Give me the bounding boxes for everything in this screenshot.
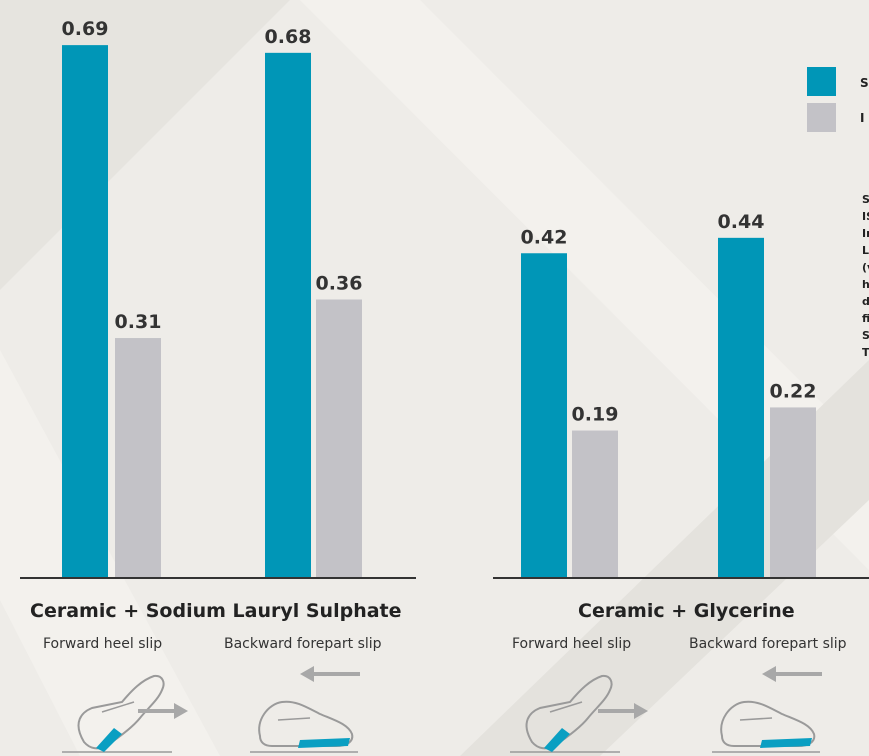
note-line: L bbox=[862, 244, 869, 257]
legend-swatch-s bbox=[807, 67, 836, 96]
forepart-slip-shoe-icon bbox=[712, 700, 820, 753]
category-label-forward-heel-slip: Forward heel slip bbox=[512, 636, 632, 652]
data-label: 0.19 bbox=[572, 404, 619, 426]
right-arrow-icon bbox=[138, 703, 188, 719]
note-line: fi bbox=[862, 312, 869, 325]
data-label: 0.22 bbox=[770, 380, 817, 402]
note-line: S bbox=[862, 329, 869, 342]
bar-i bbox=[316, 299, 362, 577]
legend-label-i: I bbox=[860, 111, 865, 125]
data-label: 0.44 bbox=[718, 211, 765, 233]
data-label: 0.36 bbox=[316, 273, 363, 295]
category-label-backward-forepart-slip: Backward forepart slip bbox=[689, 636, 847, 652]
data-label: 0.31 bbox=[115, 311, 162, 333]
category-label-backward-forepart-slip: Backward forepart slip bbox=[224, 636, 382, 652]
group-title-sls: Ceramic + Sodium Lauryl Sulphate bbox=[30, 600, 402, 622]
note-line: T bbox=[862, 346, 869, 359]
group-title-glycerine: Ceramic + Glycerine bbox=[578, 600, 795, 622]
forepart-slip-shoe-icon bbox=[250, 700, 358, 753]
bg-shape bbox=[0, 350, 220, 756]
data-label: 0.68 bbox=[265, 26, 312, 48]
bar-s bbox=[521, 253, 567, 577]
note-line: h bbox=[862, 278, 869, 291]
heel-slip-shoe-icon bbox=[510, 674, 620, 753]
note-line: In bbox=[862, 227, 869, 240]
note-line: d bbox=[862, 295, 869, 308]
bar-i bbox=[115, 338, 161, 577]
data-label: 0.69 bbox=[62, 18, 109, 40]
test-method-note: S IS In L (v h d fi S T bbox=[862, 191, 869, 361]
category-label-forward-heel-slip: Forward heel slip bbox=[43, 636, 163, 652]
left-arrow-icon bbox=[762, 666, 822, 682]
bg-shape bbox=[460, 360, 869, 756]
legend-label-s: S bbox=[860, 76, 869, 90]
note-line: (v bbox=[862, 261, 869, 274]
note-line: S bbox=[862, 193, 869, 206]
bar-i bbox=[770, 407, 816, 577]
bar-s bbox=[62, 45, 108, 577]
bar-s bbox=[718, 237, 764, 578]
bar-i bbox=[572, 430, 618, 577]
left-arrow-icon bbox=[300, 666, 360, 682]
note-line: IS bbox=[862, 210, 869, 223]
data-label: 0.42 bbox=[521, 226, 568, 248]
right-arrow-icon bbox=[598, 703, 648, 719]
heel-slip-shoe-icon bbox=[62, 674, 172, 753]
legend-swatch-i bbox=[807, 103, 836, 132]
bar-s bbox=[265, 52, 311, 578]
